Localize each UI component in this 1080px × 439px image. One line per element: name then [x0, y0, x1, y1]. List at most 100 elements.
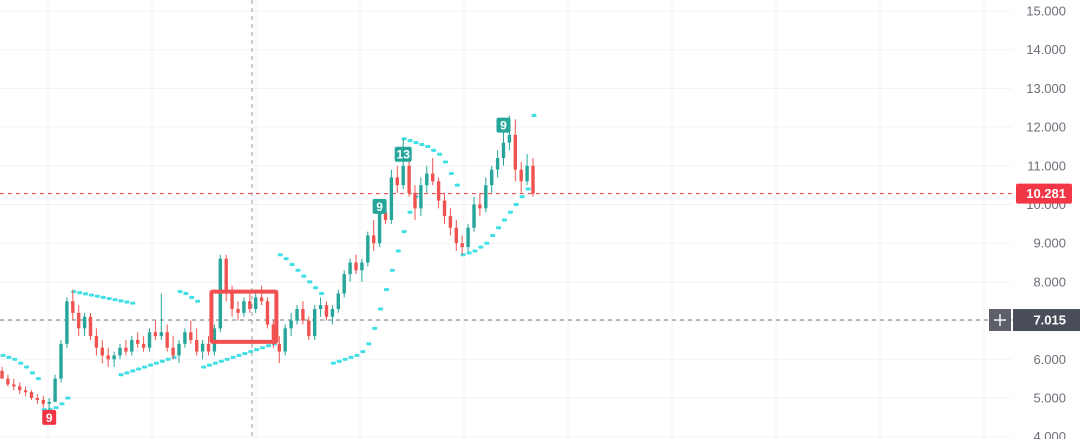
- candle-body: [147, 332, 152, 348]
- candle-body: [18, 386, 22, 391]
- candle: [436, 177, 441, 209]
- candle: [419, 177, 423, 217]
- candle-body: [478, 204, 482, 209]
- candle: [177, 339, 181, 364]
- candle: [301, 301, 305, 325]
- candle: [425, 165, 429, 193]
- sar-dot: [415, 140, 419, 145]
- candle: [259, 285, 264, 306]
- candle-body: [466, 227, 470, 248]
- parabolic-sar-dots: [0, 113, 537, 412]
- y-tick-label: 13.000: [1026, 81, 1066, 96]
- sar-dot: [362, 349, 366, 354]
- candle: [490, 165, 494, 193]
- candle-body: [431, 173, 435, 182]
- candle-body: [413, 192, 417, 209]
- candle: [159, 293, 163, 340]
- candle: [136, 332, 140, 348]
- add-alert-button[interactable]: [989, 309, 1011, 332]
- candle-body: [77, 312, 81, 329]
- candle: [147, 328, 152, 352]
- candle: [478, 192, 482, 217]
- candle-body: [236, 308, 240, 313]
- candle-body: [490, 169, 494, 186]
- sar-dot: [79, 291, 83, 295]
- candle: [195, 328, 199, 356]
- candle: [100, 339, 104, 364]
- candle: [242, 297, 246, 317]
- badge-label: 9: [500, 119, 507, 133]
- sar-dot: [126, 300, 130, 304]
- y-tick-label: 12.000: [1026, 120, 1066, 135]
- sar-dot: [256, 348, 260, 352]
- candle-body: [189, 332, 193, 340]
- sar-dot: [120, 373, 124, 377]
- sar-dot: [403, 137, 407, 141]
- candle: [330, 305, 335, 325]
- sequence-badge: 9: [372, 198, 387, 214]
- candle: [165, 324, 169, 352]
- y-tick-label: 9.000: [1033, 236, 1066, 251]
- candle-body: [165, 332, 169, 348]
- crosshair-label: 7.015: [989, 309, 1080, 332]
- price-axis[interactable]: 15.00014.00013.00012.00011.00010.0009.00…: [989, 4, 1080, 439]
- candle: [206, 336, 211, 356]
- sar-dot: [433, 148, 437, 152]
- sar-dot: [37, 377, 41, 381]
- candle: [277, 336, 281, 364]
- candle: [431, 158, 435, 186]
- candle: [466, 223, 470, 251]
- sar-dot: [84, 292, 89, 296]
- y-tick-label: 8.000: [1033, 274, 1066, 289]
- candle: [6, 374, 10, 387]
- candle-body: [265, 301, 270, 325]
- candle-body: [259, 297, 264, 302]
- sar-dot: [427, 144, 431, 149]
- sar-dot: [503, 218, 508, 222]
- sar-dot: [444, 160, 449, 164]
- candle-body: [136, 339, 140, 344]
- candle-body: [519, 169, 523, 182]
- candle: [531, 158, 535, 197]
- candle-body: [88, 316, 93, 337]
- sar-dot: [521, 195, 525, 199]
- candle-body: [419, 185, 423, 209]
- candle: [336, 289, 340, 313]
- y-tick-label: 4.000: [1033, 429, 1066, 439]
- sar-dot: [161, 359, 165, 363]
- candle: [413, 185, 417, 220]
- candle: [248, 293, 252, 313]
- candle-body: [360, 262, 364, 271]
- candle-body: [460, 243, 464, 248]
- sar-dot: [285, 257, 289, 261]
- candle: [94, 328, 99, 356]
- sar-dot: [438, 152, 443, 156]
- highlight-rectangle: [209, 289, 279, 344]
- sar-dot: [385, 288, 390, 292]
- candle-body: [159, 332, 163, 337]
- candle-body: [395, 177, 399, 186]
- candle: [106, 347, 110, 368]
- candle-body: [100, 347, 104, 356]
- candle-body: [283, 328, 287, 352]
- candle-body: [271, 324, 276, 344]
- candle-body: [82, 316, 87, 329]
- sar-dot: [391, 268, 395, 272]
- sar-dot: [456, 183, 460, 187]
- candle: [389, 169, 394, 224]
- sar-dot: [126, 371, 130, 375]
- sar-dot: [344, 357, 348, 361]
- candle-body: [277, 343, 281, 352]
- sar-dot: [96, 294, 100, 298]
- sequence-badge: 9: [496, 117, 511, 133]
- candle: [77, 305, 81, 337]
- badge-label: 9: [376, 200, 383, 214]
- badge-bg: [394, 146, 412, 162]
- sar-dot: [486, 241, 490, 245]
- sar-dot: [14, 357, 18, 361]
- candle-body: [407, 165, 411, 193]
- sar-dot: [462, 253, 466, 257]
- sar-dot: [409, 139, 413, 143]
